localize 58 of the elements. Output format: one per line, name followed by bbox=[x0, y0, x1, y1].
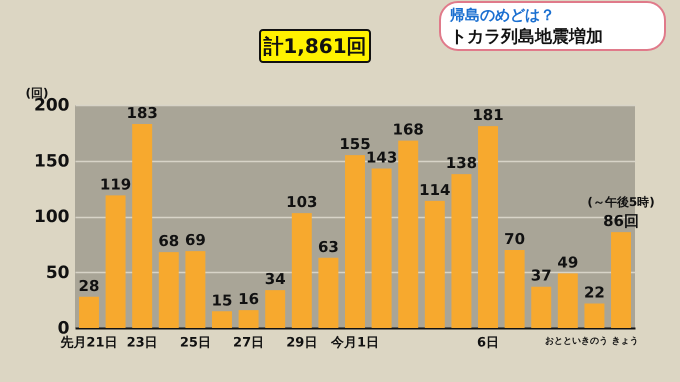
y-tick-label: 100 bbox=[34, 207, 70, 227]
bar bbox=[292, 213, 312, 328]
bar bbox=[398, 140, 418, 328]
data-label: 86回 bbox=[603, 212, 639, 230]
x-tick-label: おととい bbox=[544, 336, 581, 346]
x-tick-label: 27日 bbox=[233, 336, 264, 350]
y-axis-title: (回) bbox=[26, 86, 48, 100]
bar bbox=[318, 258, 338, 328]
data-label: 28 bbox=[78, 276, 100, 295]
x-tick-label: 今月1日 bbox=[330, 336, 380, 350]
bar bbox=[531, 286, 552, 328]
bar bbox=[504, 250, 525, 328]
text: トカラ列島地震増加 bbox=[450, 26, 603, 47]
x-tick-label: 29日 bbox=[286, 336, 318, 350]
data-label: 119 bbox=[100, 175, 132, 194]
bar bbox=[78, 296, 99, 328]
data-label: 183 bbox=[126, 104, 158, 122]
bar bbox=[584, 303, 604, 328]
data-label: 15 bbox=[212, 291, 232, 310]
annotation: (～午後5時) bbox=[587, 195, 655, 210]
data-label: 143 bbox=[366, 148, 398, 167]
bar bbox=[611, 232, 632, 328]
data-label: 114 bbox=[419, 180, 450, 199]
data-label: 37 bbox=[530, 266, 552, 285]
bar bbox=[372, 168, 392, 328]
bar bbox=[132, 124, 152, 328]
x-tick-label: 23日 bbox=[126, 336, 158, 350]
data-label: 70 bbox=[504, 230, 526, 248]
data-label: 63 bbox=[318, 238, 339, 256]
data-label: 34 bbox=[264, 270, 286, 288]
y-tick-label: 150 bbox=[34, 151, 70, 172]
bar bbox=[185, 251, 206, 328]
data-label: 138 bbox=[446, 154, 478, 172]
data-label: 103 bbox=[286, 193, 318, 212]
bar bbox=[451, 174, 472, 328]
bar bbox=[424, 200, 445, 328]
text: 帰島のめどは？ bbox=[449, 6, 555, 24]
x-tick-label: きょう bbox=[612, 336, 639, 346]
bar bbox=[106, 195, 126, 328]
x-tick-label: 6日 bbox=[476, 336, 500, 350]
bar bbox=[478, 126, 498, 328]
data-label: 69 bbox=[184, 231, 206, 250]
data-label: 49 bbox=[557, 253, 578, 272]
data-label: 168 bbox=[392, 120, 424, 139]
bar bbox=[158, 252, 179, 328]
x-tick-label: 25日 bbox=[180, 336, 211, 350]
bar bbox=[212, 311, 232, 328]
y-tick-label: 50 bbox=[46, 262, 70, 283]
bar bbox=[345, 155, 365, 328]
data-label: 16 bbox=[238, 290, 260, 308]
bar bbox=[238, 310, 259, 328]
bar bbox=[265, 290, 286, 328]
bar bbox=[558, 273, 578, 328]
data-label: 68 bbox=[158, 232, 180, 250]
chart-title: 計1,861回 bbox=[262, 34, 367, 58]
x-tick-label: きのう bbox=[580, 336, 608, 346]
data-label: 181 bbox=[472, 106, 504, 124]
data-label: 22 bbox=[584, 283, 605, 302]
